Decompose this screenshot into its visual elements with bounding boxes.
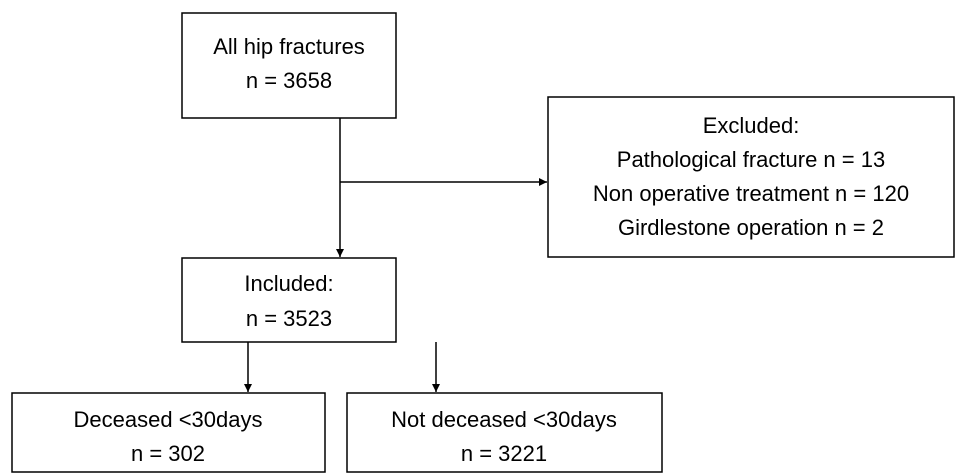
box-included	[181, 257, 397, 343]
node-text: n = 3221	[461, 441, 547, 466]
node-text: Excluded:	[703, 113, 800, 138]
node-text: All hip fractures	[213, 34, 365, 59]
node-text: Not deceased <30days	[391, 407, 617, 432]
box-excluded	[547, 96, 955, 258]
node-text: Girdlestone operation n = 2	[618, 215, 884, 240]
node-text: n = 302	[131, 441, 205, 466]
box-all	[181, 12, 397, 119]
node-text: n = 3523	[246, 306, 332, 331]
node-text: Included:	[244, 271, 333, 296]
box-not-deceased	[346, 392, 663, 473]
node-text: Non operative treatment n = 120	[593, 181, 909, 206]
node-text: Deceased <30days	[74, 407, 263, 432]
node-text: Pathological fracture n = 13	[617, 147, 885, 172]
node-text: n = 3658	[246, 68, 332, 93]
box-deceased	[11, 392, 326, 473]
